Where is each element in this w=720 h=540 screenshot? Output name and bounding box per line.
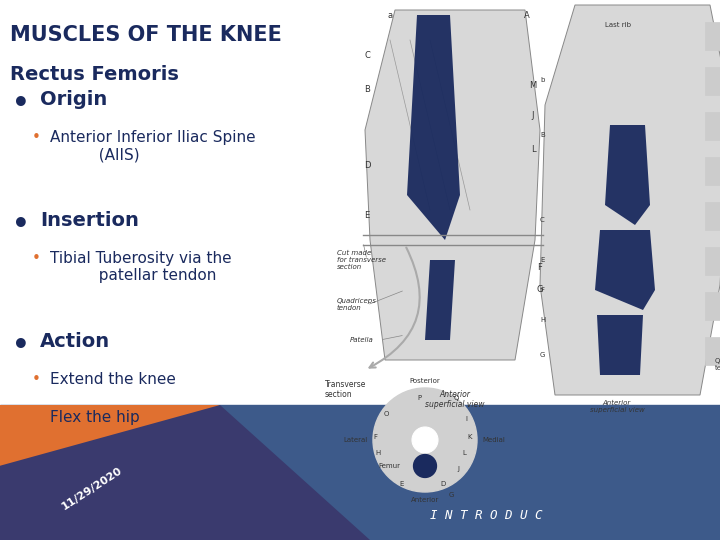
Text: Rectus Femoris: Rectus Femoris: [10, 65, 179, 84]
Text: A: A: [524, 10, 530, 19]
Text: K: K: [467, 434, 472, 441]
Text: Medial: Medial: [482, 437, 505, 443]
Bar: [705, 157, 720, 185]
Text: H: H: [540, 317, 545, 323]
Text: 11/29/2020: 11/29/2020: [60, 465, 125, 512]
Text: Anterior Inferior Iliac Spine
          (AIIS): Anterior Inferior Iliac Spine (AIIS): [50, 130, 256, 163]
Text: Cut made
for transverse
section: Cut made for transverse section: [337, 250, 386, 270]
Polygon shape: [407, 15, 460, 240]
Bar: [705, 67, 720, 95]
Text: Anterior: Anterior: [411, 497, 439, 503]
Text: G: G: [449, 491, 454, 497]
Polygon shape: [595, 230, 655, 310]
Bar: [0, 405, 720, 540]
Bar: [705, 202, 720, 230]
Text: F: F: [538, 264, 542, 273]
Text: •: •: [12, 332, 30, 360]
Polygon shape: [540, 5, 720, 395]
Text: Insertion: Insertion: [40, 211, 139, 230]
Text: Patella: Patella: [350, 337, 374, 343]
Polygon shape: [0, 405, 220, 540]
Text: Quadriceps
tendon: Quadriceps tendon: [715, 359, 720, 372]
Polygon shape: [597, 315, 643, 375]
Text: •: •: [32, 130, 41, 145]
Text: B: B: [364, 85, 370, 94]
Text: Anterior
superficial view: Anterior superficial view: [426, 390, 485, 409]
Text: Origin: Origin: [40, 90, 107, 109]
Text: •: •: [32, 251, 41, 266]
Text: G: G: [540, 352, 545, 358]
Text: Tibial Tuberosity via the
          patellar tendon: Tibial Tuberosity via the patellar tendo…: [50, 251, 232, 284]
Text: L: L: [462, 450, 466, 456]
Text: MUSCLES OF THE KNEE: MUSCLES OF THE KNEE: [10, 25, 282, 45]
Bar: [705, 112, 720, 140]
Text: H: H: [376, 450, 381, 456]
Text: Last rib: Last rib: [605, 22, 631, 28]
Text: Posterior: Posterior: [410, 378, 441, 384]
Text: D: D: [364, 160, 370, 170]
Polygon shape: [0, 405, 370, 540]
Circle shape: [413, 455, 436, 477]
Text: E: E: [400, 481, 404, 487]
Polygon shape: [605, 125, 650, 225]
Text: •: •: [12, 211, 30, 239]
Text: G: G: [536, 286, 544, 294]
Bar: [705, 337, 720, 365]
Text: •: •: [12, 90, 30, 118]
Text: L: L: [531, 145, 535, 154]
Text: •: •: [32, 372, 41, 387]
Text: O: O: [383, 411, 389, 417]
Bar: [705, 247, 720, 275]
Circle shape: [412, 427, 438, 453]
Text: b: b: [540, 77, 544, 83]
Text: M: M: [529, 80, 536, 90]
Text: D: D: [441, 481, 446, 487]
Text: Action: Action: [40, 332, 110, 351]
Circle shape: [373, 388, 477, 492]
Text: Lateral: Lateral: [343, 437, 368, 443]
Text: E: E: [540, 257, 544, 263]
Text: Quadriceps
tendon: Quadriceps tendon: [337, 299, 377, 312]
Text: Anterior
superficial view: Anterior superficial view: [590, 400, 644, 413]
Text: Femur: Femur: [378, 463, 400, 469]
Text: F: F: [540, 287, 544, 293]
Polygon shape: [365, 10, 540, 360]
Text: B: B: [540, 132, 545, 138]
Text: I: I: [466, 416, 467, 422]
Text: Q: Q: [454, 395, 459, 401]
Bar: [705, 292, 720, 320]
Text: Extend the knee: Extend the knee: [50, 372, 176, 387]
Text: •: •: [32, 410, 41, 425]
Text: Transverse
section: Transverse section: [325, 380, 366, 400]
Text: C: C: [540, 217, 545, 223]
Bar: [360, 0, 720, 405]
Polygon shape: [425, 260, 455, 340]
Text: I N T R O D U C: I N T R O D U C: [430, 509, 542, 522]
Bar: [705, 22, 720, 50]
Text: F: F: [374, 434, 377, 441]
Text: P: P: [418, 395, 422, 401]
Text: E: E: [364, 211, 369, 219]
Text: J: J: [458, 465, 460, 471]
Text: C: C: [364, 51, 370, 59]
Text: J: J: [532, 111, 534, 119]
Text: a: a: [387, 10, 392, 19]
Text: Flex the hip: Flex the hip: [50, 410, 140, 425]
